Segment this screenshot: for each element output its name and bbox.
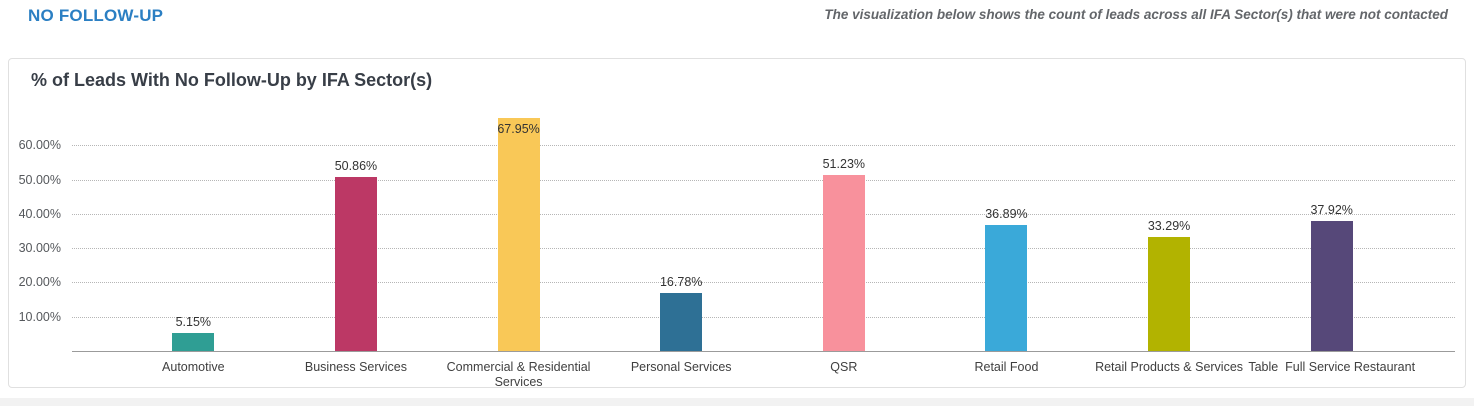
y-tick-label: 40.00% — [18, 206, 61, 221]
bar-value-label: 51.23% — [822, 157, 866, 172]
page-title: NO FOLLOW-UP — [28, 6, 164, 25]
category-label: Automotive — [162, 360, 225, 374]
x-axis-line — [72, 351, 1455, 352]
gridline — [72, 179, 1455, 181]
bars-layer: 5.15% 50.86% 67.95% 16.78% 51.23% 36.89% 33.29… — [112, 111, 1413, 351]
category-label: Business Services — [304, 360, 407, 374]
category-label: Personal Services — [630, 360, 732, 374]
gridline — [72, 213, 1455, 215]
category-label: Table Full Service Restaurant — [1248, 360, 1416, 374]
category-label: Retail Food — [974, 360, 1039, 374]
y-tick-label: 20.00% — [18, 275, 61, 290]
page-description: The visualization below shows the count … — [824, 7, 1448, 22]
gridline — [72, 248, 1455, 250]
plot-area: 10.00% 20.00% 30.00% 40.00% 50.00% 60.00% 5.1… — [19, 111, 1455, 389]
chart-title: % of Leads With No Follow-Up by IFA Sect… — [31, 70, 433, 90]
category-label: Commercial & Residential Services — [446, 360, 594, 389]
bar-commercial-residential-services[interactable] — [497, 118, 540, 351]
bar-qsr[interactable] — [822, 175, 865, 351]
bar-value-label: 16.78% — [659, 275, 703, 290]
bar-table-full-service-restaurant[interactable] — [1310, 221, 1353, 351]
bar-personal-services[interactable] — [660, 293, 703, 351]
y-tick-label: 50.00% — [18, 172, 61, 187]
bar-retail-food[interactable] — [985, 224, 1028, 351]
category-label: Retail Products & Services — [1095, 360, 1244, 374]
bar-business-services[interactable] — [334, 176, 377, 351]
next-section-edge — [0, 398, 1474, 406]
y-tick-label: 60.00% — [18, 138, 61, 153]
bar-retail-products-services[interactable] — [1148, 236, 1191, 351]
bar-value-label: 33.29% — [1147, 218, 1191, 233]
bar-value-label: 67.95% — [497, 122, 540, 137]
chart-panel: % of Leads With No Follow-Up by IFA Sect… — [8, 58, 1466, 389]
bar-value-label: 5.15% — [175, 315, 212, 330]
bar-value-label: 50.86% — [334, 158, 378, 173]
gridline — [72, 145, 1455, 147]
bar-value-label: 37.92% — [1310, 203, 1353, 217]
gridline — [72, 282, 1455, 284]
x-axis-labels: Automotive Business Services Commercial & … — [112, 360, 1415, 394]
category-label: QSR — [830, 360, 858, 374]
bar-value-label: 36.89% — [985, 206, 1028, 221]
gridline — [72, 316, 1455, 318]
y-tick-label: 30.00% — [18, 241, 61, 256]
bar-automotive[interactable] — [172, 333, 215, 351]
y-tick-label: 10.00% — [18, 309, 61, 324]
